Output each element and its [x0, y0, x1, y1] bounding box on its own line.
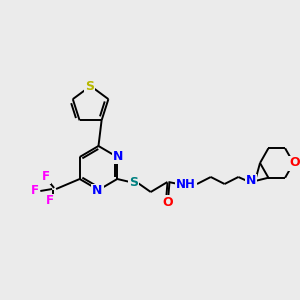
Text: F: F — [42, 170, 50, 184]
Text: O: O — [289, 157, 300, 169]
Text: F: F — [46, 194, 54, 208]
Text: F: F — [46, 194, 54, 208]
Text: S: S — [85, 80, 94, 94]
Text: N: N — [246, 175, 256, 188]
Text: F: F — [30, 184, 38, 197]
Text: N: N — [113, 149, 123, 163]
Text: O: O — [162, 196, 173, 208]
Text: N: N — [113, 149, 123, 163]
Text: O: O — [289, 157, 300, 169]
Text: N: N — [92, 184, 103, 197]
Text: N: N — [246, 175, 256, 188]
Text: S: S — [130, 176, 139, 188]
Text: F: F — [42, 170, 50, 184]
Text: NH: NH — [176, 178, 196, 190]
Text: NH: NH — [176, 178, 196, 190]
Text: F: F — [30, 184, 38, 197]
Text: O: O — [162, 196, 173, 208]
Text: S: S — [85, 80, 94, 94]
Text: N: N — [92, 184, 103, 197]
Text: S: S — [130, 176, 139, 188]
